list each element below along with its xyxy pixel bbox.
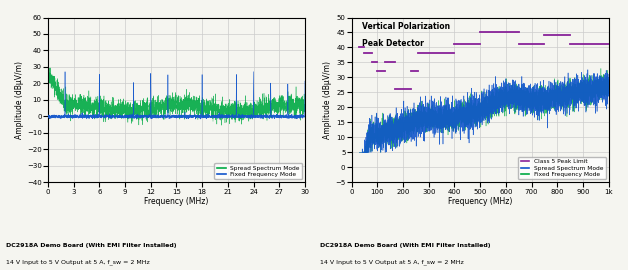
Legend: Spread Spectrum Mode, Fixed Frequency Mode: Spread Spectrum Mode, Fixed Frequency Mo… bbox=[214, 163, 302, 180]
Text: 14 V Input to 5 V Output at 5 A, f_sw = 2 MHz: 14 V Input to 5 V Output at 5 A, f_sw = … bbox=[320, 259, 464, 265]
Y-axis label: Amplitude (dBµV/m): Amplitude (dBµV/m) bbox=[15, 61, 24, 139]
Text: Peak Detector: Peak Detector bbox=[362, 39, 424, 48]
Text: DC2918A Demo Board (With EMI Filter Installed): DC2918A Demo Board (With EMI Filter Inst… bbox=[320, 243, 490, 248]
Text: DC2918A Demo Board (With EMI Filter Installed): DC2918A Demo Board (With EMI Filter Inst… bbox=[6, 243, 176, 248]
X-axis label: Frequency (MHz): Frequency (MHz) bbox=[448, 197, 512, 206]
Y-axis label: Amplitude (dBµV/m): Amplitude (dBµV/m) bbox=[323, 61, 332, 139]
Legend: Class 5 Peak Limit, Spread Spectrum Mode, Fixed Frequency Mode: Class 5 Peak Limit, Spread Spectrum Mode… bbox=[518, 157, 606, 180]
Text: 14 V Input to 5 V Output at 5 A, f_sw = 2 MHz: 14 V Input to 5 V Output at 5 A, f_sw = … bbox=[6, 259, 150, 265]
X-axis label: Frequency (MHz): Frequency (MHz) bbox=[144, 197, 208, 206]
Text: Vertical Polarization: Vertical Polarization bbox=[362, 22, 450, 31]
